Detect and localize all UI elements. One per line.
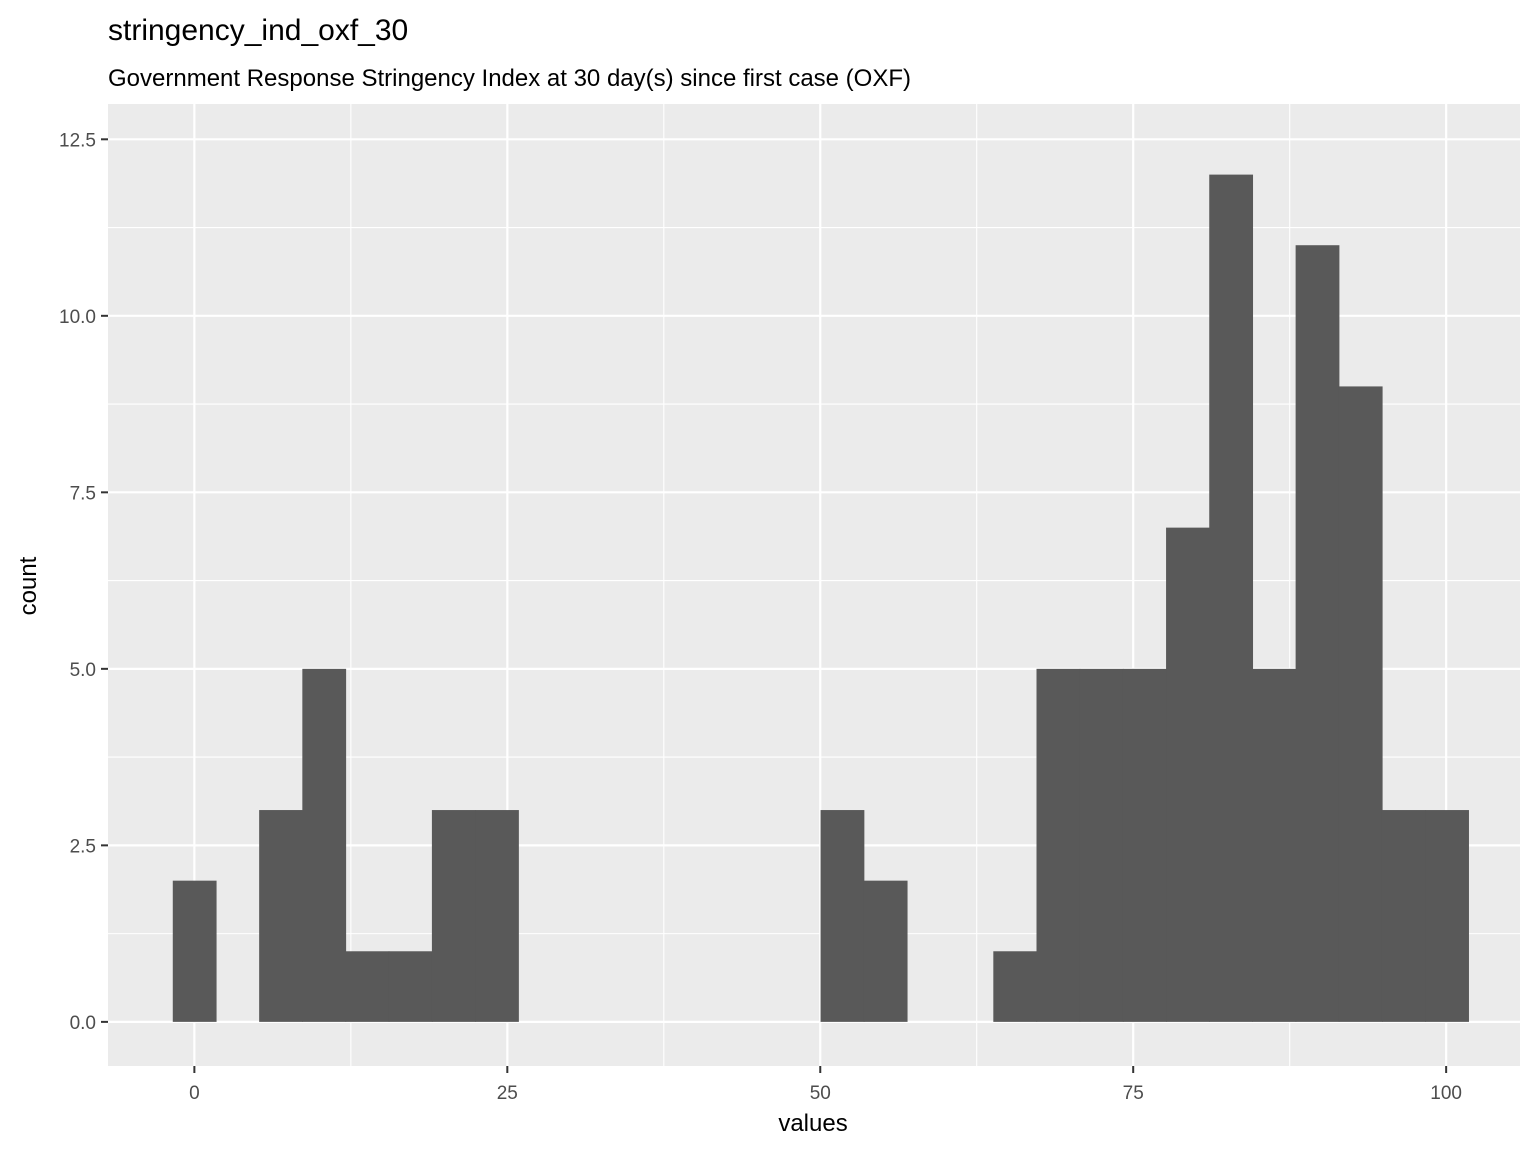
histogram-bar [1381,810,1426,1022]
histogram-bar [820,810,865,1022]
y-tick-label: 2.5 [70,836,96,857]
histogram-bar [1338,386,1383,1022]
histogram-bar [993,951,1038,1022]
histogram-bar [1209,174,1254,1022]
x-axis: 0 25 50 75 100 [189,1066,1462,1104]
y-axis: 0.0 2.5 5.0 7.5 10.0 12.5 [59,130,108,1034]
histogram-bar [1079,668,1124,1022]
chart-title: stringency_ind_oxf_30 [108,14,408,47]
histogram-bar [1122,668,1167,1022]
x-tick-label: 25 [497,1083,518,1104]
x-tick-label: 100 [1430,1083,1462,1104]
chart-subtitle: Government Response Stringency Index at … [108,65,911,92]
x-axis-title: values [778,1110,847,1137]
y-axis-title: count [15,556,42,615]
histogram-bar [172,880,217,1022]
histogram-bar [388,951,433,1022]
y-tick-label: 12.5 [59,130,96,151]
histogram-bar [302,668,347,1022]
y-tick-label: 7.5 [70,483,96,504]
histogram-bars [172,174,1469,1022]
y-tick-label: 5.0 [70,660,96,681]
histogram-bar [1166,527,1210,1022]
x-tick-label: 50 [810,1083,831,1104]
histogram-bar [259,810,303,1022]
histogram-bar [863,880,908,1022]
histogram-bar [1295,245,1340,1022]
y-tick-label: 0.0 [70,1013,96,1034]
histogram-bar [1252,668,1297,1022]
histogram-bar [1425,810,1469,1022]
histogram-bar [475,810,519,1022]
histogram-bar [431,810,476,1022]
x-tick-label: 75 [1123,1083,1144,1104]
y-tick-label: 10.0 [59,307,96,328]
x-tick-label: 0 [189,1083,200,1104]
histogram-bar [1036,668,1081,1022]
histogram-bar [345,951,390,1022]
